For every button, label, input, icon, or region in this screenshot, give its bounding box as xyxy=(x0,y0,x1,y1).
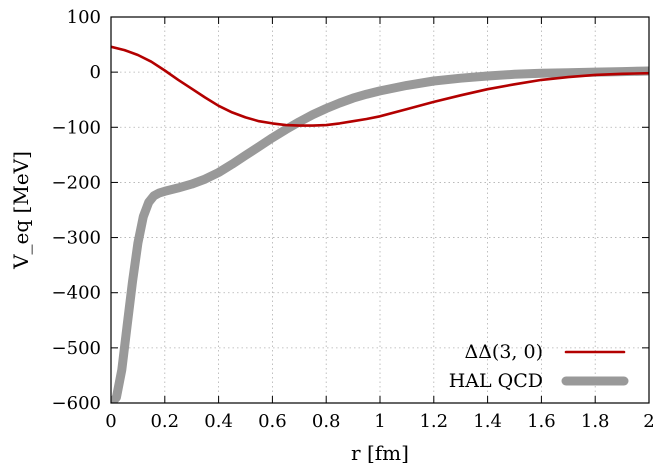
y-tick-label: −500 xyxy=(52,338,101,359)
x-tick-label: 2 xyxy=(643,411,654,432)
x-tick-label: 0 xyxy=(105,411,116,432)
y-tick-label: −100 xyxy=(52,117,101,138)
x-tick-label: 0.6 xyxy=(258,411,287,432)
y-tick-label: −300 xyxy=(52,228,101,249)
legend: ΔΔ(3, 0) HAL QCD xyxy=(449,341,629,392)
legend-label-dd30: ΔΔ(3, 0) xyxy=(464,341,543,363)
plot-frame xyxy=(110,16,650,404)
x-tick-label: 1 xyxy=(374,411,385,432)
y-tick-label: −600 xyxy=(52,393,101,414)
series-dd30-line xyxy=(111,45,649,127)
x-tick-label: 0.2 xyxy=(150,411,179,432)
y-tick-label: −200 xyxy=(52,172,101,193)
y-tick-label: 100 xyxy=(67,7,101,28)
series-hal-qcd-line xyxy=(111,66,649,403)
x-tick-label: 1.2 xyxy=(419,411,448,432)
x-tick-label: 0.8 xyxy=(312,411,341,432)
tick-labels: 0 0.2 0.4 0.6 0.8 1 1.2 1.4 1.6 1.8 2 100 0 −100 −200 −… xyxy=(52,7,655,432)
y-tick-label: 0 xyxy=(90,62,101,83)
x-axis-label: r [fm] xyxy=(351,441,409,465)
y-axis-label: V_eq [MeV] xyxy=(9,151,33,270)
x-tick-label: 1.4 xyxy=(473,411,502,432)
series-group xyxy=(111,45,649,403)
x-tick-label: 0.4 xyxy=(204,411,233,432)
x-tick-label: 1.8 xyxy=(581,411,610,432)
y-tick-label: −400 xyxy=(52,283,101,304)
legend-label-hal-qcd: HAL QCD xyxy=(449,370,543,392)
x-tick-label: 1.6 xyxy=(527,411,556,432)
